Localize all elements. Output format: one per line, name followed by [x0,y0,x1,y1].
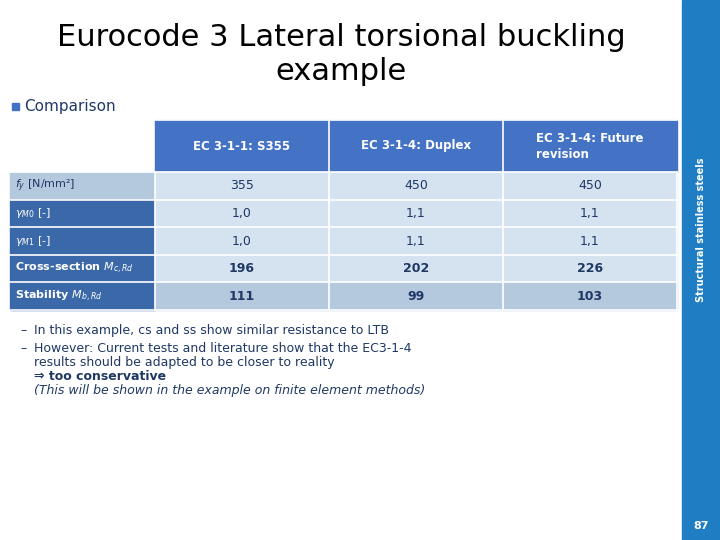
Text: (This will be shown in the example on finite element methods): (This will be shown in the example on fi… [34,384,426,397]
Text: 1,0: 1,0 [232,207,252,220]
Text: $f_y$ [N/mm²]: $f_y$ [N/mm²] [15,178,76,194]
Text: $\gamma_{M0}$ [-]: $\gamma_{M0}$ [-] [15,206,51,220]
Text: results should be adapted to be closer to reality: results should be adapted to be closer t… [34,356,335,369]
Bar [503,120,677,172]
Text: 226: 226 [577,262,603,275]
Text: Eurocode 3 Lateral torsional buckling: Eurocode 3 Lateral torsional buckling [57,24,625,52]
Text: 111: 111 [229,289,255,303]
Bar [155,120,329,172]
Bar [10,172,155,200]
Text: 87: 87 [693,521,708,531]
Bar [155,172,677,200]
Text: EC 3-1-4: Future
revision: EC 3-1-4: Future revision [536,132,644,160]
Text: 103: 103 [577,289,603,303]
Text: ⇒ too conservative: ⇒ too conservative [34,370,166,383]
Text: 450: 450 [404,179,428,192]
Text: EC 3-1-4: Duplex: EC 3-1-4: Duplex [361,139,471,152]
Text: 202: 202 [403,262,429,275]
Text: 1,1: 1,1 [580,234,600,247]
Bar [329,120,503,172]
Text: 99: 99 [408,289,425,303]
Text: example: example [275,57,407,86]
Bar [10,227,155,255]
Text: 1,0: 1,0 [232,234,252,247]
Text: 450: 450 [578,179,602,192]
Bar [155,282,677,310]
Text: 1,1: 1,1 [406,207,426,220]
Text: Stability $M_{b,Rd}$: Stability $M_{b,Rd}$ [15,289,102,303]
Text: 196: 196 [229,262,255,275]
Text: 1,1: 1,1 [580,207,600,220]
Bar [682,0,720,540]
Bar [155,227,677,255]
Bar [10,282,155,310]
Bar [12,103,19,110]
Text: EC 3-1-1: S355: EC 3-1-1: S355 [194,139,291,152]
Text: $\gamma_{M1}$ [-]: $\gamma_{M1}$ [-] [15,234,51,248]
Text: Cross-section $M_{c,Rd}$: Cross-section $M_{c,Rd}$ [15,261,134,276]
Bar [155,255,677,282]
Bar [10,255,155,282]
Bar [10,200,155,227]
Bar [155,200,677,227]
Text: However: Current tests and literature show that the EC3-1-4: However: Current tests and literature sh… [34,342,412,355]
Text: In this example, cs and ss show similar resistance to LTB: In this example, cs and ss show similar … [34,324,389,337]
Text: 355: 355 [230,179,254,192]
Text: –: – [20,324,26,337]
Text: –: – [20,342,26,355]
Text: 1,1: 1,1 [406,234,426,247]
Text: Structural stainless steels: Structural stainless steels [696,158,706,302]
Text: Comparison: Comparison [24,99,116,114]
